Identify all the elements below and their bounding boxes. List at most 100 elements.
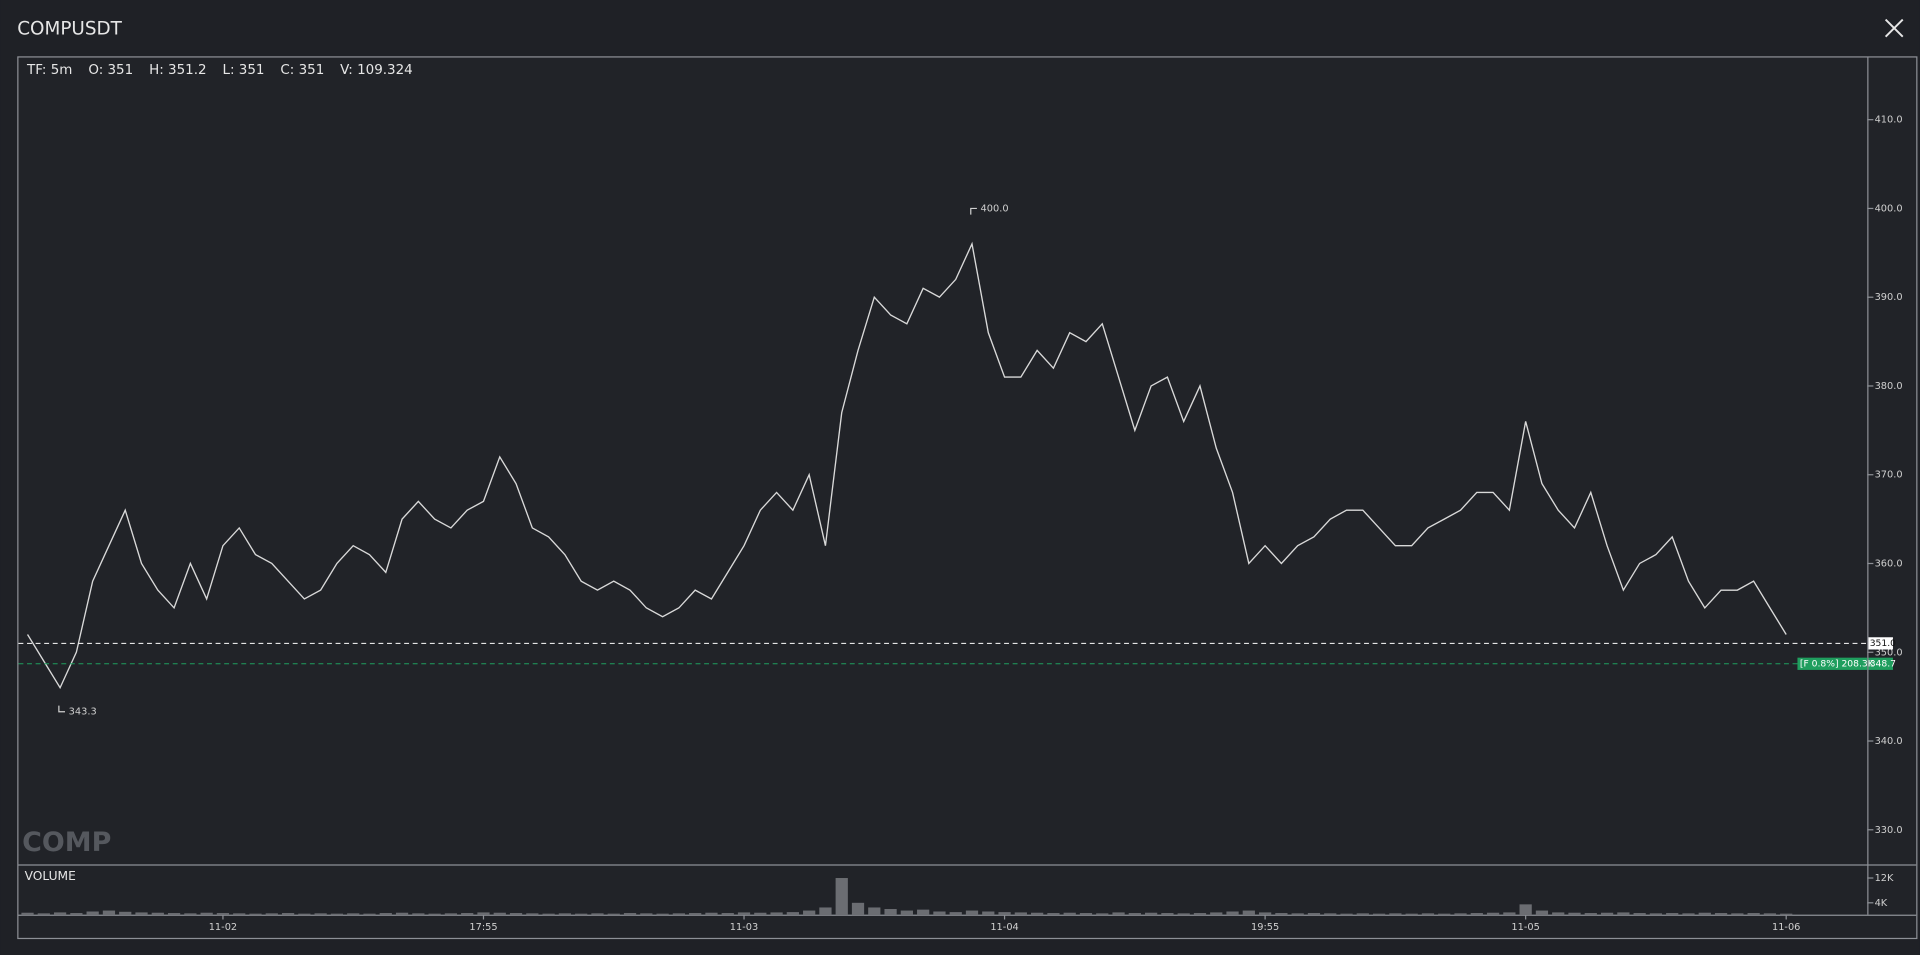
volume-bar (1145, 912, 1158, 916)
volume-bar (803, 910, 816, 916)
volume-bar (1307, 913, 1321, 916)
volume-bar (1063, 912, 1076, 916)
volume-bar (1552, 912, 1565, 916)
volume-bar (558, 913, 572, 916)
volume-bar (412, 913, 425, 916)
volume-bar (1633, 913, 1646, 916)
price-note: [F 0.8%] 208.3K (1800, 658, 1875, 669)
price-tag-bg (1868, 657, 1893, 670)
volume-bar (1600, 912, 1614, 916)
volume-bar (233, 913, 246, 916)
x-tick-label: 11-02 (209, 922, 237, 933)
volume-bar (1584, 913, 1597, 916)
volume-bar (1161, 913, 1174, 916)
volume-bar (395, 912, 409, 916)
price-tag-label: 348.7 (1870, 658, 1896, 669)
volume-bar (1763, 913, 1777, 916)
volume-bar (53, 912, 67, 916)
volume-bar (1372, 913, 1386, 916)
volume-bar (347, 913, 360, 916)
volume-bar (1177, 913, 1190, 916)
volume-bar (1698, 912, 1711, 916)
price-tag-label: 351.0 (1870, 638, 1896, 649)
volume-bar (900, 910, 913, 916)
volume-bar (1275, 913, 1288, 916)
price-tag: 348.7 (1868, 657, 1896, 670)
chart-frame (17, 56, 1918, 940)
volume-bar (1486, 912, 1500, 916)
info-item: TF: 5m (26, 63, 72, 78)
volume-bar (1568, 912, 1581, 916)
volume-bar (493, 912, 506, 916)
info-item: O: 351 (88, 63, 133, 78)
extreme-marker (58, 705, 65, 713)
volume-bar (151, 912, 164, 916)
volume-bar (428, 913, 441, 916)
volume-bar (591, 913, 604, 916)
volume-bar (1096, 913, 1109, 916)
x-tick-label: 11-03 (730, 922, 758, 933)
volume-bar (917, 909, 930, 916)
volume-bar (21, 912, 34, 916)
volume-bar (379, 913, 392, 916)
y-tick-label: 12K (1875, 873, 1894, 884)
y-tick-label: 390.0 (1875, 292, 1903, 303)
volume-bar (1405, 913, 1418, 916)
volume-bar (1731, 913, 1744, 916)
window-title: COMPUSDT (17, 18, 122, 39)
volume-bar (477, 912, 490, 916)
volume-bar (819, 907, 832, 916)
extreme-label: 343.3 (69, 707, 97, 718)
volume-bar (1128, 913, 1141, 916)
volume-bar (982, 911, 995, 916)
volume-bar (1649, 913, 1663, 916)
y-tick-label: 350.0 (1875, 647, 1903, 658)
x-tick-label: 19:55 (1251, 922, 1279, 933)
volume-bar (444, 913, 458, 916)
volume-bar (249, 913, 262, 916)
volume-bar (216, 913, 230, 916)
volume-bar (1438, 913, 1451, 916)
volume-bar (607, 913, 620, 916)
y-tick-label: 360.0 (1875, 558, 1903, 569)
volume-bar (298, 913, 311, 916)
volume-bar (1503, 912, 1516, 916)
y-tick-label: 4K (1875, 898, 1888, 909)
volume-bar (1047, 913, 1060, 916)
volume-bar (1112, 912, 1125, 916)
volume-bar (1714, 913, 1728, 916)
volume-bar (1747, 913, 1760, 916)
volume-bar (509, 913, 523, 916)
y-tick-label: 410.0 (1875, 115, 1903, 126)
volume-bar (786, 912, 799, 916)
volume-bar (949, 912, 962, 916)
volume-bar (705, 912, 718, 916)
volume-bar (835, 878, 848, 916)
volume-bar (721, 913, 734, 916)
volume-bar (542, 913, 555, 916)
x-tick-label: 17:55 (469, 922, 497, 933)
volume-bar (1242, 910, 1255, 916)
y-tick-label: 340.0 (1875, 736, 1903, 747)
ohlc-info: TF: 5m O: 351 H: 351.2 L: 351 C: 351 V: 109.3… (26, 63, 413, 78)
volume-bar (167, 913, 181, 916)
info-item: H: 351.2 (149, 63, 206, 78)
volume-title: VOLUME (25, 869, 76, 883)
x-tick-label: 11-05 (1511, 922, 1539, 933)
close-button[interactable] (1884, 18, 1904, 38)
volume-bar (86, 911, 99, 916)
volume-bar (363, 913, 376, 916)
volume-bar (1193, 913, 1207, 916)
watermark: COMP (22, 827, 111, 858)
note-bg (1797, 657, 1868, 670)
volume-bar (526, 913, 539, 916)
volume-bar (1324, 913, 1337, 916)
volume-bar (998, 912, 1011, 916)
volume-bar (851, 902, 865, 916)
volume-bar (70, 913, 83, 916)
volume-bar (1682, 913, 1695, 916)
volume-bar (461, 913, 474, 916)
volume-bar (623, 913, 637, 916)
